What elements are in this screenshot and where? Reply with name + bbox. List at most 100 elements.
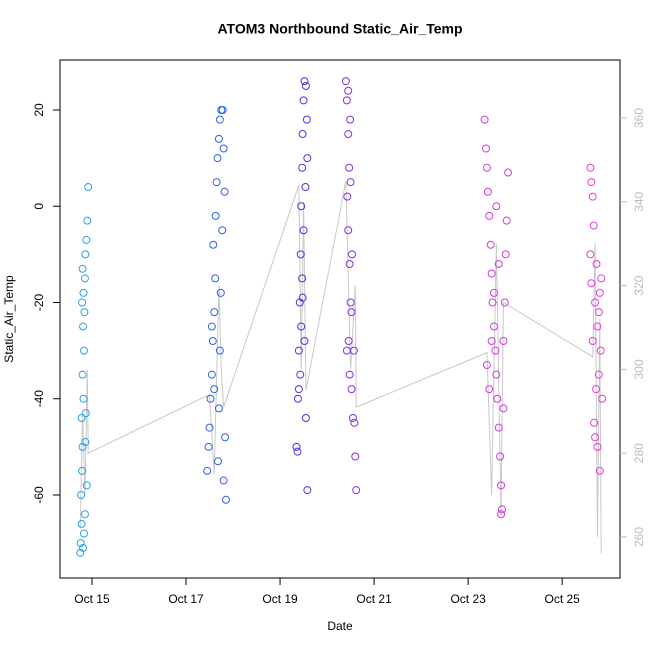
data-point	[494, 423, 503, 432]
data-point	[341, 77, 350, 86]
data-point	[298, 293, 307, 302]
y2-tick-label: 300	[632, 359, 646, 379]
data-line	[79, 180, 602, 554]
y2-tick-label: 360	[632, 108, 646, 128]
data-point	[211, 274, 220, 283]
data-point	[299, 96, 308, 105]
data-point	[597, 274, 606, 283]
data-point	[480, 115, 489, 124]
y-tick-label: -60	[32, 486, 46, 504]
x-tick-label: Oct 15	[74, 592, 110, 606]
y2-tick-label: 280	[632, 443, 646, 463]
data-point	[481, 144, 490, 153]
data-point	[485, 211, 494, 220]
data-point	[487, 336, 496, 345]
data-point	[213, 457, 222, 466]
data-point	[496, 452, 505, 461]
data-point	[482, 361, 491, 370]
data-point	[77, 519, 86, 528]
data-point	[350, 418, 359, 427]
data-point	[298, 130, 307, 139]
data-point	[303, 154, 312, 163]
data-point	[595, 288, 604, 297]
data-point	[347, 308, 356, 317]
data-point	[591, 433, 600, 442]
data-point	[214, 134, 223, 143]
data-point	[345, 259, 354, 268]
data-point	[501, 250, 510, 259]
data-point	[79, 394, 88, 403]
data-point	[592, 259, 601, 268]
data-point	[589, 221, 598, 230]
x-tick-label: Oct 17	[168, 592, 204, 606]
data-point	[504, 168, 513, 177]
data-point	[77, 490, 86, 499]
data-point	[344, 226, 353, 235]
data-point	[590, 418, 599, 427]
data-point	[78, 264, 87, 273]
data-point	[595, 466, 604, 475]
data-point	[206, 394, 215, 403]
data-point	[346, 115, 355, 124]
data-point	[296, 250, 305, 259]
data-point	[488, 298, 497, 307]
data-point	[593, 442, 602, 451]
data-point	[492, 202, 501, 211]
data-point	[210, 308, 219, 317]
data-point	[586, 250, 595, 259]
data-point	[299, 226, 308, 235]
data-point	[298, 274, 307, 283]
data-point	[297, 202, 306, 211]
data-point	[218, 226, 227, 235]
data-point	[342, 346, 351, 355]
data-point	[82, 235, 91, 244]
data-point	[499, 336, 508, 345]
data-point	[491, 346, 500, 355]
y2-tick-label: 260	[632, 527, 646, 547]
data-point	[208, 336, 217, 345]
data-point	[588, 192, 597, 201]
data-point	[344, 336, 353, 345]
data-point	[293, 447, 302, 456]
data-point	[216, 288, 225, 297]
y-tick-label: -20	[32, 293, 46, 311]
data-point	[594, 308, 603, 317]
data-point	[492, 370, 501, 379]
chart-title: ATOM3 Northbound Static_Air_Temp	[217, 21, 462, 37]
data-point	[343, 192, 352, 201]
data-point	[210, 385, 219, 394]
data-point	[487, 269, 496, 278]
x-tick-label: Oct 19	[262, 592, 298, 606]
data-point	[212, 178, 221, 187]
data-point	[596, 346, 605, 355]
data-point	[219, 144, 228, 153]
data-point	[586, 163, 595, 172]
data-point	[344, 86, 353, 95]
data-point	[296, 370, 305, 379]
data-point	[297, 322, 306, 331]
data-point	[342, 96, 351, 105]
data-point	[79, 288, 88, 297]
data-point	[497, 510, 506, 519]
data-point	[497, 481, 506, 490]
data-point	[77, 413, 86, 422]
data-point	[218, 106, 227, 115]
data-point	[80, 510, 89, 519]
data-point	[214, 404, 223, 413]
data-point	[84, 182, 93, 191]
data-point	[346, 178, 355, 187]
y-tick-label: -40	[32, 390, 46, 408]
data-point	[221, 495, 230, 504]
data-point	[78, 466, 87, 475]
data-point	[301, 81, 310, 90]
data-point	[494, 259, 503, 268]
data-point	[303, 486, 312, 495]
data-point	[482, 163, 491, 172]
data-point	[203, 466, 212, 475]
data-point	[76, 539, 85, 548]
data-point	[219, 476, 228, 485]
data-point	[502, 216, 511, 225]
data-point	[345, 370, 354, 379]
y-axis-label: Static_Air_Temp	[2, 275, 16, 363]
